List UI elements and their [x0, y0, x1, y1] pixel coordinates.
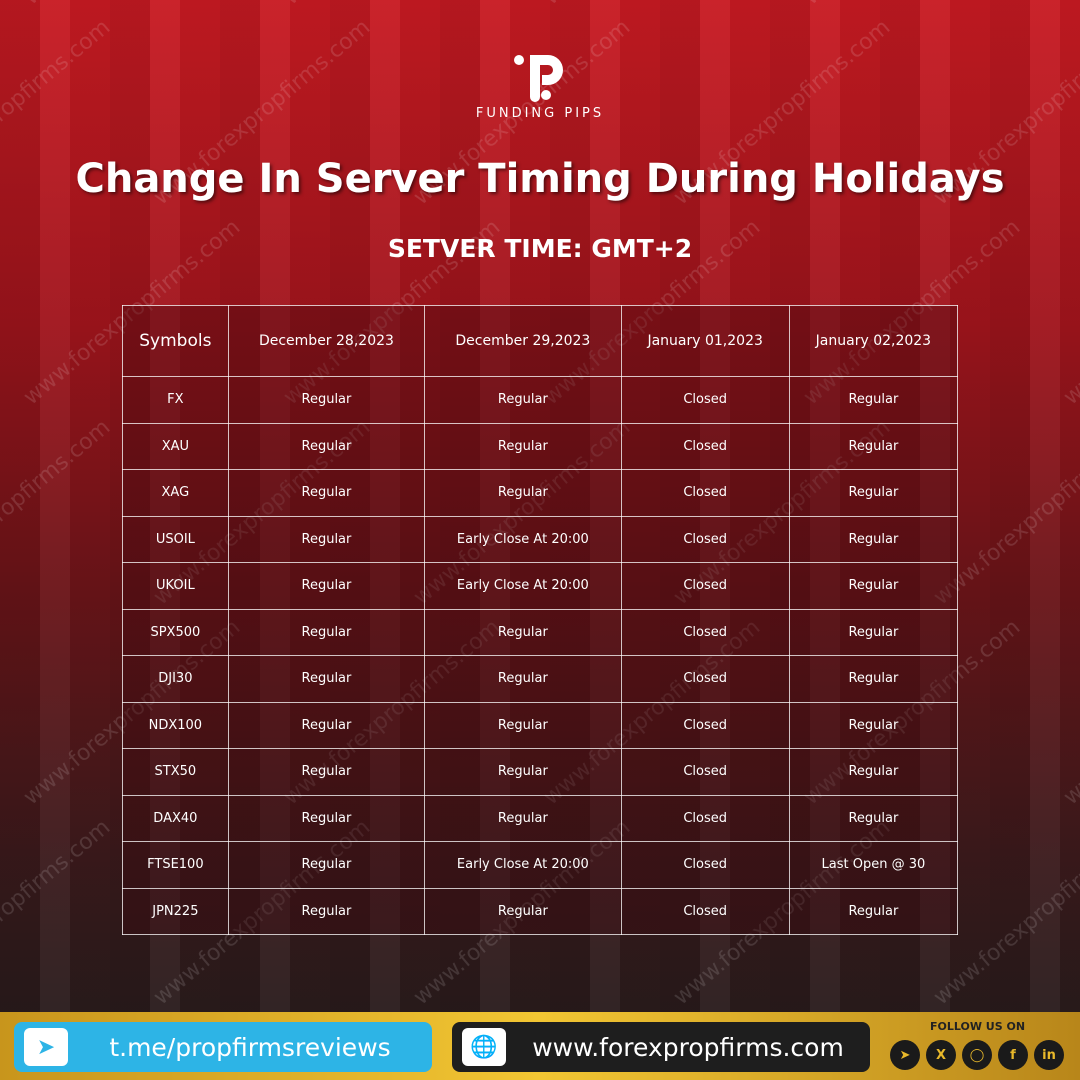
table-row: JPN225 Regular Regular Closed Regular	[122, 887, 959, 935]
table-row: FX Regular Regular Closed Regular	[122, 376, 959, 424]
symbol-cell: SPX500	[122, 608, 229, 656]
funding-pips-logo	[514, 55, 563, 102]
instagram-icon[interactable]: ◯	[962, 1040, 992, 1070]
status-cell: Last Open @ 30	[788, 841, 959, 889]
status-cell: Regular	[788, 887, 959, 935]
linkedin-icon[interactable]: in	[1034, 1040, 1064, 1070]
status-cell: Regular	[424, 701, 622, 749]
column-header: Symbols	[122, 305, 229, 377]
status-cell: Regular	[424, 608, 622, 656]
table-header-row: Symbols December 28,2023 December 29,2023 J…	[122, 305, 959, 377]
footer: ➤ t.me/propfirmsreviews 🌐 www.forexpropf…	[0, 1012, 1080, 1080]
status-cell: Closed	[620, 469, 790, 517]
status-cell: Closed	[620, 748, 790, 796]
table-row: STX50 Regular Regular Closed Regular	[122, 748, 959, 796]
status-cell: Regular	[227, 422, 426, 470]
globe-icon: 🌐	[462, 1028, 506, 1066]
status-cell: Regular	[788, 748, 959, 796]
status-cell: Regular	[424, 794, 622, 842]
table-row: UKOIL Regular Early Close At 20:00 Closed Re…	[122, 562, 959, 610]
website-link[interactable]: 🌐 www.forexpropfirms.com	[452, 1022, 870, 1072]
symbol-cell: DAX40	[122, 794, 229, 842]
status-cell: Regular	[424, 887, 622, 935]
column-header: December 28,2023	[227, 305, 426, 377]
status-cell: Regular	[227, 841, 426, 889]
status-cell: Regular	[788, 469, 959, 517]
holiday-schedule-table: Symbols December 28,2023 December 29,2023 J…	[122, 305, 959, 935]
status-cell: Regular	[788, 422, 959, 470]
table-row: FTSE100 Regular Early Close At 20:00 Closed…	[122, 841, 959, 889]
telegram-link-text: t.me/propfirmsreviews	[109, 1032, 391, 1062]
status-cell: Closed	[620, 701, 790, 749]
table-row: SPX500 Regular Regular Closed Regular	[122, 608, 959, 656]
status-cell: Regular	[227, 794, 426, 842]
table-row: DJI30 Regular Regular Closed Regular	[122, 655, 959, 703]
table-row: NDX100 Regular Regular Closed Regular	[122, 701, 959, 749]
status-cell: Closed	[620, 376, 790, 424]
follow-label: FOLLOW US ON	[930, 1020, 1026, 1033]
column-header: January 01,2023	[620, 305, 790, 377]
brand-name: FUNDING PIPS	[475, 106, 605, 121]
symbol-cell: FX	[122, 376, 229, 424]
status-cell: Early Close At 20:00	[424, 515, 622, 563]
symbol-cell: UKOIL	[122, 562, 229, 610]
table-row: XAG Regular Regular Closed Regular	[122, 469, 959, 517]
status-cell: Regular	[227, 748, 426, 796]
facebook-icon[interactable]: f	[998, 1040, 1028, 1070]
status-cell: Regular	[788, 376, 959, 424]
telegram-icon: ➤	[24, 1028, 68, 1066]
status-cell: Regular	[227, 701, 426, 749]
status-cell: Closed	[620, 515, 790, 563]
server-time-subtitle: SETVER TIME: GMT+2	[387, 234, 693, 263]
symbol-cell: FTSE100	[122, 841, 229, 889]
status-cell: Regular	[788, 794, 959, 842]
status-cell: Regular	[424, 376, 622, 424]
status-cell: Regular	[788, 701, 959, 749]
status-cell: Regular	[424, 469, 622, 517]
status-cell: Regular	[424, 422, 622, 470]
table-row: XAU Regular Regular Closed Regular	[122, 422, 959, 470]
symbol-cell: USOIL	[122, 515, 229, 563]
status-cell: Regular	[227, 655, 426, 703]
status-cell: Early Close At 20:00	[424, 841, 622, 889]
symbol-cell: XAG	[122, 469, 229, 517]
status-cell: Early Close At 20:00	[424, 562, 622, 610]
x-icon[interactable]: X	[926, 1040, 956, 1070]
symbol-cell: STX50	[122, 748, 229, 796]
status-cell: Regular	[227, 608, 426, 656]
status-cell: Regular	[424, 655, 622, 703]
symbol-cell: DJI30	[122, 655, 229, 703]
status-cell: Regular	[424, 748, 622, 796]
status-cell: Regular	[227, 887, 426, 935]
symbol-cell: NDX100	[122, 701, 229, 749]
status-cell: Regular	[788, 562, 959, 610]
column-header: January 02,2023	[788, 305, 959, 377]
status-cell: Regular	[227, 515, 426, 563]
table-row: DAX40 Regular Regular Closed Regular	[122, 794, 959, 842]
status-cell: Closed	[620, 794, 790, 842]
symbol-cell: XAU	[122, 422, 229, 470]
status-cell: Closed	[620, 562, 790, 610]
status-cell: Closed	[620, 608, 790, 656]
status-cell: Regular	[227, 469, 426, 517]
symbol-cell: JPN225	[122, 887, 229, 935]
status-cell: Closed	[620, 887, 790, 935]
status-cell: Regular	[788, 608, 959, 656]
telegram-link[interactable]: ➤ t.me/propfirmsreviews	[14, 1022, 432, 1072]
page-title: Change In Server Timing During Holidays	[75, 156, 1005, 202]
status-cell: Closed	[620, 655, 790, 703]
status-cell: Regular	[227, 376, 426, 424]
status-cell: Closed	[620, 841, 790, 889]
website-link-text: www.forexpropfirms.com	[532, 1032, 844, 1062]
column-header: December 29,2023	[424, 305, 622, 377]
status-cell: Closed	[620, 422, 790, 470]
telegram-icon[interactable]: ➤	[890, 1040, 920, 1070]
status-cell: Regular	[788, 515, 959, 563]
status-cell: Regular	[227, 562, 426, 610]
status-cell: Regular	[788, 655, 959, 703]
table-row: USOIL Regular Early Close At 20:00 Closed Re…	[122, 515, 959, 563]
